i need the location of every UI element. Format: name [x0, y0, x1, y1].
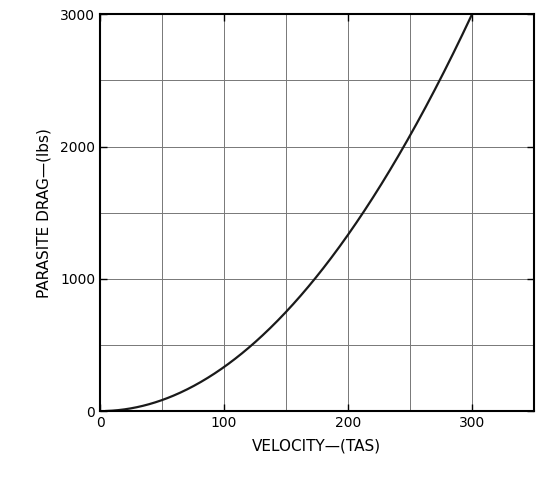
X-axis label: VELOCITY—(TAS): VELOCITY—(TAS): [252, 438, 381, 453]
Y-axis label: PARASITE DRAG—(lbs): PARASITE DRAG—(lbs): [37, 128, 52, 298]
